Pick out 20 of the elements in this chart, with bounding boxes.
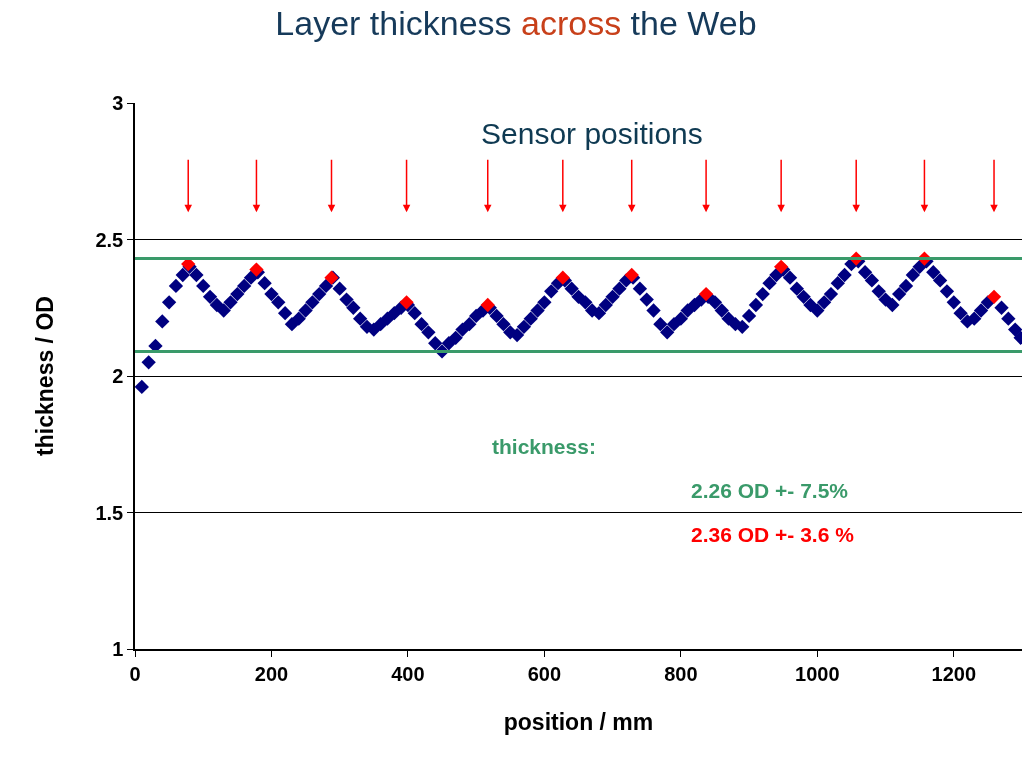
x-tick-label: 1000 <box>795 662 840 685</box>
annotation: 2.26 OD +- 7.5% <box>691 479 849 502</box>
annotation: thickness: <box>492 435 596 458</box>
x-axis-title: position / mm <box>503 708 654 735</box>
x-tick-label: 400 <box>391 662 425 685</box>
x-tick-label: 0 <box>129 662 141 685</box>
annotation: 2.36 OD +- 3.6 % <box>691 523 855 546</box>
x-tick-label: 1200 <box>931 662 977 685</box>
y-axis-title: thickness / OD <box>32 296 59 456</box>
y-tick-label: 3 <box>112 92 124 114</box>
point <box>986 289 1002 304</box>
y-tick-label: 1 <box>112 638 124 660</box>
y-tick-label: 2 <box>112 365 124 387</box>
x-tick-label: 600 <box>527 662 562 685</box>
y-tick-label: 2.5 <box>95 228 124 251</box>
x-tick-label: 800 <box>664 662 698 685</box>
chart-title: Layer thickness across the Web <box>275 4 757 43</box>
y-tick-label: 1.5 <box>95 501 124 524</box>
annotation: Sensor positions <box>481 117 703 150</box>
x-tick-label: 200 <box>254 662 289 685</box>
